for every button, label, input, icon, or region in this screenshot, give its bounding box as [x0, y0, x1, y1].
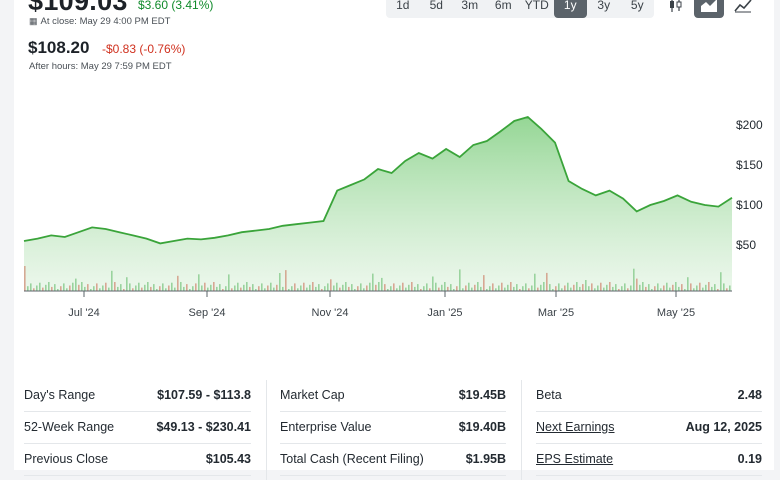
stats-column-3: Beta 2.48 Next Earnings Aug 12, 2025 EPS E… — [536, 380, 762, 476]
stat-label: Day's Range — [24, 388, 96, 402]
stat-label: 52-Week Range — [24, 420, 115, 434]
price-change: $3.60 (3.41%) — [138, 0, 214, 12]
stat-value: 2.48 — [737, 388, 762, 402]
stat-value: $49.13 - $230.41 — [156, 420, 251, 434]
x-tick-label: Jul '24 — [68, 307, 99, 319]
stat-value: $105.43 — [205, 452, 251, 466]
stat-row: Beta 2.48 — [536, 380, 762, 412]
stat-row: Previous Close $105.43 — [24, 444, 251, 476]
after-hours-change: -$0.83 (-0.76%) — [102, 42, 186, 56]
x-tick-label: May '25 — [657, 307, 695, 319]
price-area — [24, 117, 732, 291]
stat-value: Aug 12, 2025 — [685, 420, 762, 434]
stat-label: Enterprise Value — [280, 420, 372, 434]
price-chart: $200 $150 $100 $50 Jul '24 Sep '24 Nov '… — [23, 115, 763, 319]
mountain-button[interactable] — [694, 0, 724, 18]
stat-label: Market Cap — [280, 388, 345, 402]
eps-estimate-link[interactable]: EPS Estimate — [536, 452, 614, 466]
stat-value: $19.40B — [458, 420, 506, 434]
close-timestamp: ▦ At close: May 29 4:00 PM EDT — [29, 16, 170, 27]
stat-row: Total Cash (Recent Filing) $1.95B — [280, 444, 506, 476]
range-6m[interactable]: 6m — [494, 0, 512, 12]
stat-label: Beta — [536, 388, 562, 402]
x-ticks — [83, 291, 677, 297]
range-1d[interactable]: 1d — [396, 0, 410, 12]
line-chart-icon — [734, 0, 752, 13]
x-tick-label: Sep '24 — [189, 307, 226, 319]
y-tick-label: $50 — [736, 238, 756, 252]
stat-row: Day's Range $107.59 - $113.8 — [24, 380, 251, 412]
range-selector: 1d 5d 3m 6m YTD 1y 3y 5y — [386, 0, 654, 18]
close-timestamp-text: At close: May 29 4:00 PM EDT — [40, 16, 171, 27]
y-tick-label: $150 — [736, 158, 763, 172]
column-divider — [521, 380, 522, 480]
range-5d[interactable]: 5d — [429, 0, 443, 12]
column-divider — [266, 380, 267, 480]
stat-label: Previous Close — [24, 452, 109, 466]
stat-row: Enterprise Value $19.40B — [280, 412, 506, 444]
range-1y[interactable]: 1y — [553, 0, 587, 18]
mountain-icon — [701, 0, 717, 12]
x-tick-label: Nov '24 — [312, 307, 349, 319]
stat-label: Total Cash (Recent Filing) — [280, 452, 424, 466]
stat-row: Next Earnings Aug 12, 2025 — [536, 412, 762, 444]
range-3m[interactable]: 3m — [461, 0, 479, 12]
next-earnings-link[interactable]: Next Earnings — [536, 420, 615, 434]
current-price: $109.03 — [28, 0, 128, 16]
stat-value: $1.95B — [465, 452, 506, 466]
y-tick-label: $100 — [736, 198, 763, 212]
candlestick-icon — [670, 0, 682, 12]
price-line — [23, 115, 733, 245]
stat-value: 0.19 — [737, 452, 762, 466]
x-tick-label: Jan '25 — [427, 307, 462, 319]
range-5y[interactable]: 5y — [630, 0, 644, 12]
range-3y[interactable]: 3y — [597, 0, 611, 12]
stat-value: $19.45B — [458, 388, 506, 402]
stat-row: EPS Estimate 0.19 — [536, 444, 762, 476]
stat-value: $107.59 - $113.8 — [157, 388, 251, 402]
y-tick-label: $200 — [736, 118, 763, 132]
stats-column-2: Market Cap $19.45B Enterprise Value $19.40… — [280, 380, 506, 476]
stats-column-1: Day's Range $107.59 - $113.8 52-Week Rang… — [24, 380, 251, 476]
candlestick-button[interactable] — [661, 0, 691, 18]
x-tick-label: Mar '25 — [538, 307, 574, 319]
stat-row: 52-Week Range $49.13 - $230.41 — [24, 412, 251, 444]
line-chart-button[interactable] — [728, 0, 758, 18]
after-hours-price: $108.20 — [28, 38, 90, 57]
range-ytd[interactable]: YTD — [524, 0, 549, 12]
stat-row: Market Cap $19.45B — [280, 380, 506, 412]
calendar-icon: ▦ — [29, 16, 38, 26]
after-hours-timestamp: After hours: May 29 7:59 PM EDT — [29, 61, 172, 72]
